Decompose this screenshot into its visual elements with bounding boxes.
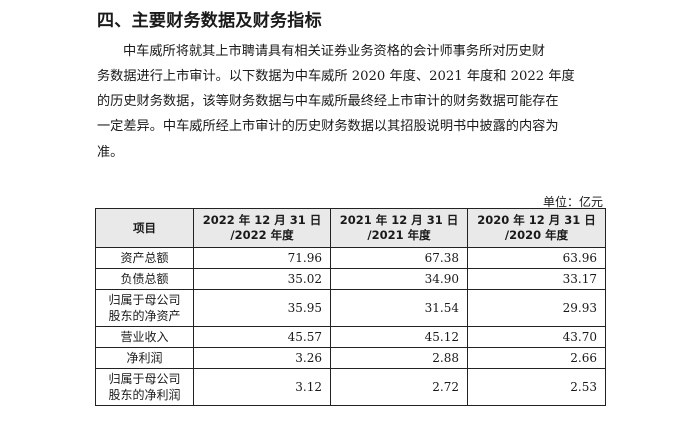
header-2022-line2: /2022 年度 — [230, 228, 294, 242]
cell-value: 45.12 — [330, 326, 468, 348]
cell-value: 2.66 — [467, 347, 606, 369]
cell-value: 33.17 — [467, 268, 606, 290]
row-label-line1: 归属于母公司 — [108, 372, 181, 386]
row-label: 负债总额 — [95, 268, 194, 290]
table-row: 净利润 3.26 2.88 2.66 — [95, 347, 606, 369]
paragraph-line: 准。 — [97, 145, 124, 160]
header-2020: 2020 年 12 月 31 日/2020 年度 — [467, 208, 606, 248]
paragraph-line: 一定差异。中车威所经上市审计的历史财务数据以其招股说明书中披露的内容为 — [97, 119, 559, 134]
cell-value: 35.02 — [193, 268, 331, 290]
header-item: 项目 — [95, 208, 194, 248]
cell-value: 67.38 — [330, 247, 468, 269]
cell-value: 29.93 — [467, 289, 606, 327]
row-label-text: 负债总额 — [120, 272, 169, 286]
table-header-row: 项目 2022 年 12 月 31 日/2022 年度 2021 年 12 月 … — [95, 208, 606, 248]
row-label: 资产总额 — [95, 247, 194, 269]
header-item-text: 项目 — [133, 220, 156, 235]
paragraph-line: 的历史财务数据，该等财务数据与中车威所最终经上市审计的财务数据可能存在 — [97, 94, 559, 109]
table-row: 归属于母公司 股东的净资产 35.95 31.54 29.93 — [95, 289, 606, 327]
table-row: 营业收入 45.57 45.12 43.70 — [95, 326, 606, 348]
paragraph-line: 务数据进行上市审计。以下数据为中车威所 2020 年度、2021 年度和 202… — [97, 69, 575, 84]
row-label-line2: 股东的净利润 — [108, 388, 181, 402]
table-row: 资产总额 71.96 67.38 63.96 — [95, 247, 606, 269]
section-heading: 四、主要财务数据及财务指标 — [97, 11, 322, 31]
header-2020-line1: 2020 年 12 月 31 日 — [477, 213, 596, 227]
cell-value: 2.53 — [467, 368, 606, 406]
cell-value: 71.96 — [193, 247, 331, 269]
table-row: 负债总额 35.02 34.90 33.17 — [95, 268, 606, 290]
cell-value: 45.57 — [193, 326, 331, 348]
cell-value: 35.95 — [193, 289, 331, 327]
cell-value: 3.26 — [193, 347, 331, 369]
cell-value: 31.54 — [330, 289, 468, 327]
cell-value: 43.70 — [467, 326, 606, 348]
row-label: 净利润 — [95, 347, 194, 369]
row-label-line1: 归属于母公司 — [108, 293, 181, 307]
row-label: 归属于母公司 股东的净利润 — [95, 368, 194, 406]
header-2022: 2022 年 12 月 31 日/2022 年度 — [193, 208, 331, 248]
row-label: 营业收入 — [95, 326, 194, 348]
header-2021: 2021 年 12 月 31 日/2021 年度 — [330, 208, 468, 248]
row-label-text: 营业收入 — [120, 330, 169, 344]
cell-value: 34.90 — [330, 268, 468, 290]
table-row: 归属于母公司 股东的净利润 3.12 2.72 2.53 — [95, 368, 606, 406]
header-2021-line1: 2021 年 12 月 31 日 — [339, 213, 459, 227]
cell-value: 2.72 — [330, 368, 468, 406]
cell-value: 3.12 — [193, 368, 331, 406]
header-2021-line2: /2021 年度 — [367, 228, 431, 242]
row-label: 归属于母公司 股东的净资产 — [95, 289, 194, 327]
row-label-text: 净利润 — [126, 351, 163, 365]
paragraph-line: 中车威所将就其上市聘请具有相关证券业务资格的会计师事务所对历史财 — [123, 44, 545, 59]
header-2020-line2: /2020 年度 — [504, 228, 569, 242]
row-label-line2: 股东的净资产 — [108, 309, 181, 323]
financial-data-table: 项目 2022 年 12 月 31 日/2022 年度 2021 年 12 月 … — [95, 208, 606, 406]
cell-value: 63.96 — [467, 247, 606, 269]
header-2022-line1: 2022 年 12 月 31 日 — [202, 213, 322, 227]
row-label-text: 资产总额 — [120, 251, 169, 265]
cell-value: 2.88 — [330, 347, 468, 369]
unit-label: 单位：亿元 — [542, 195, 603, 209]
